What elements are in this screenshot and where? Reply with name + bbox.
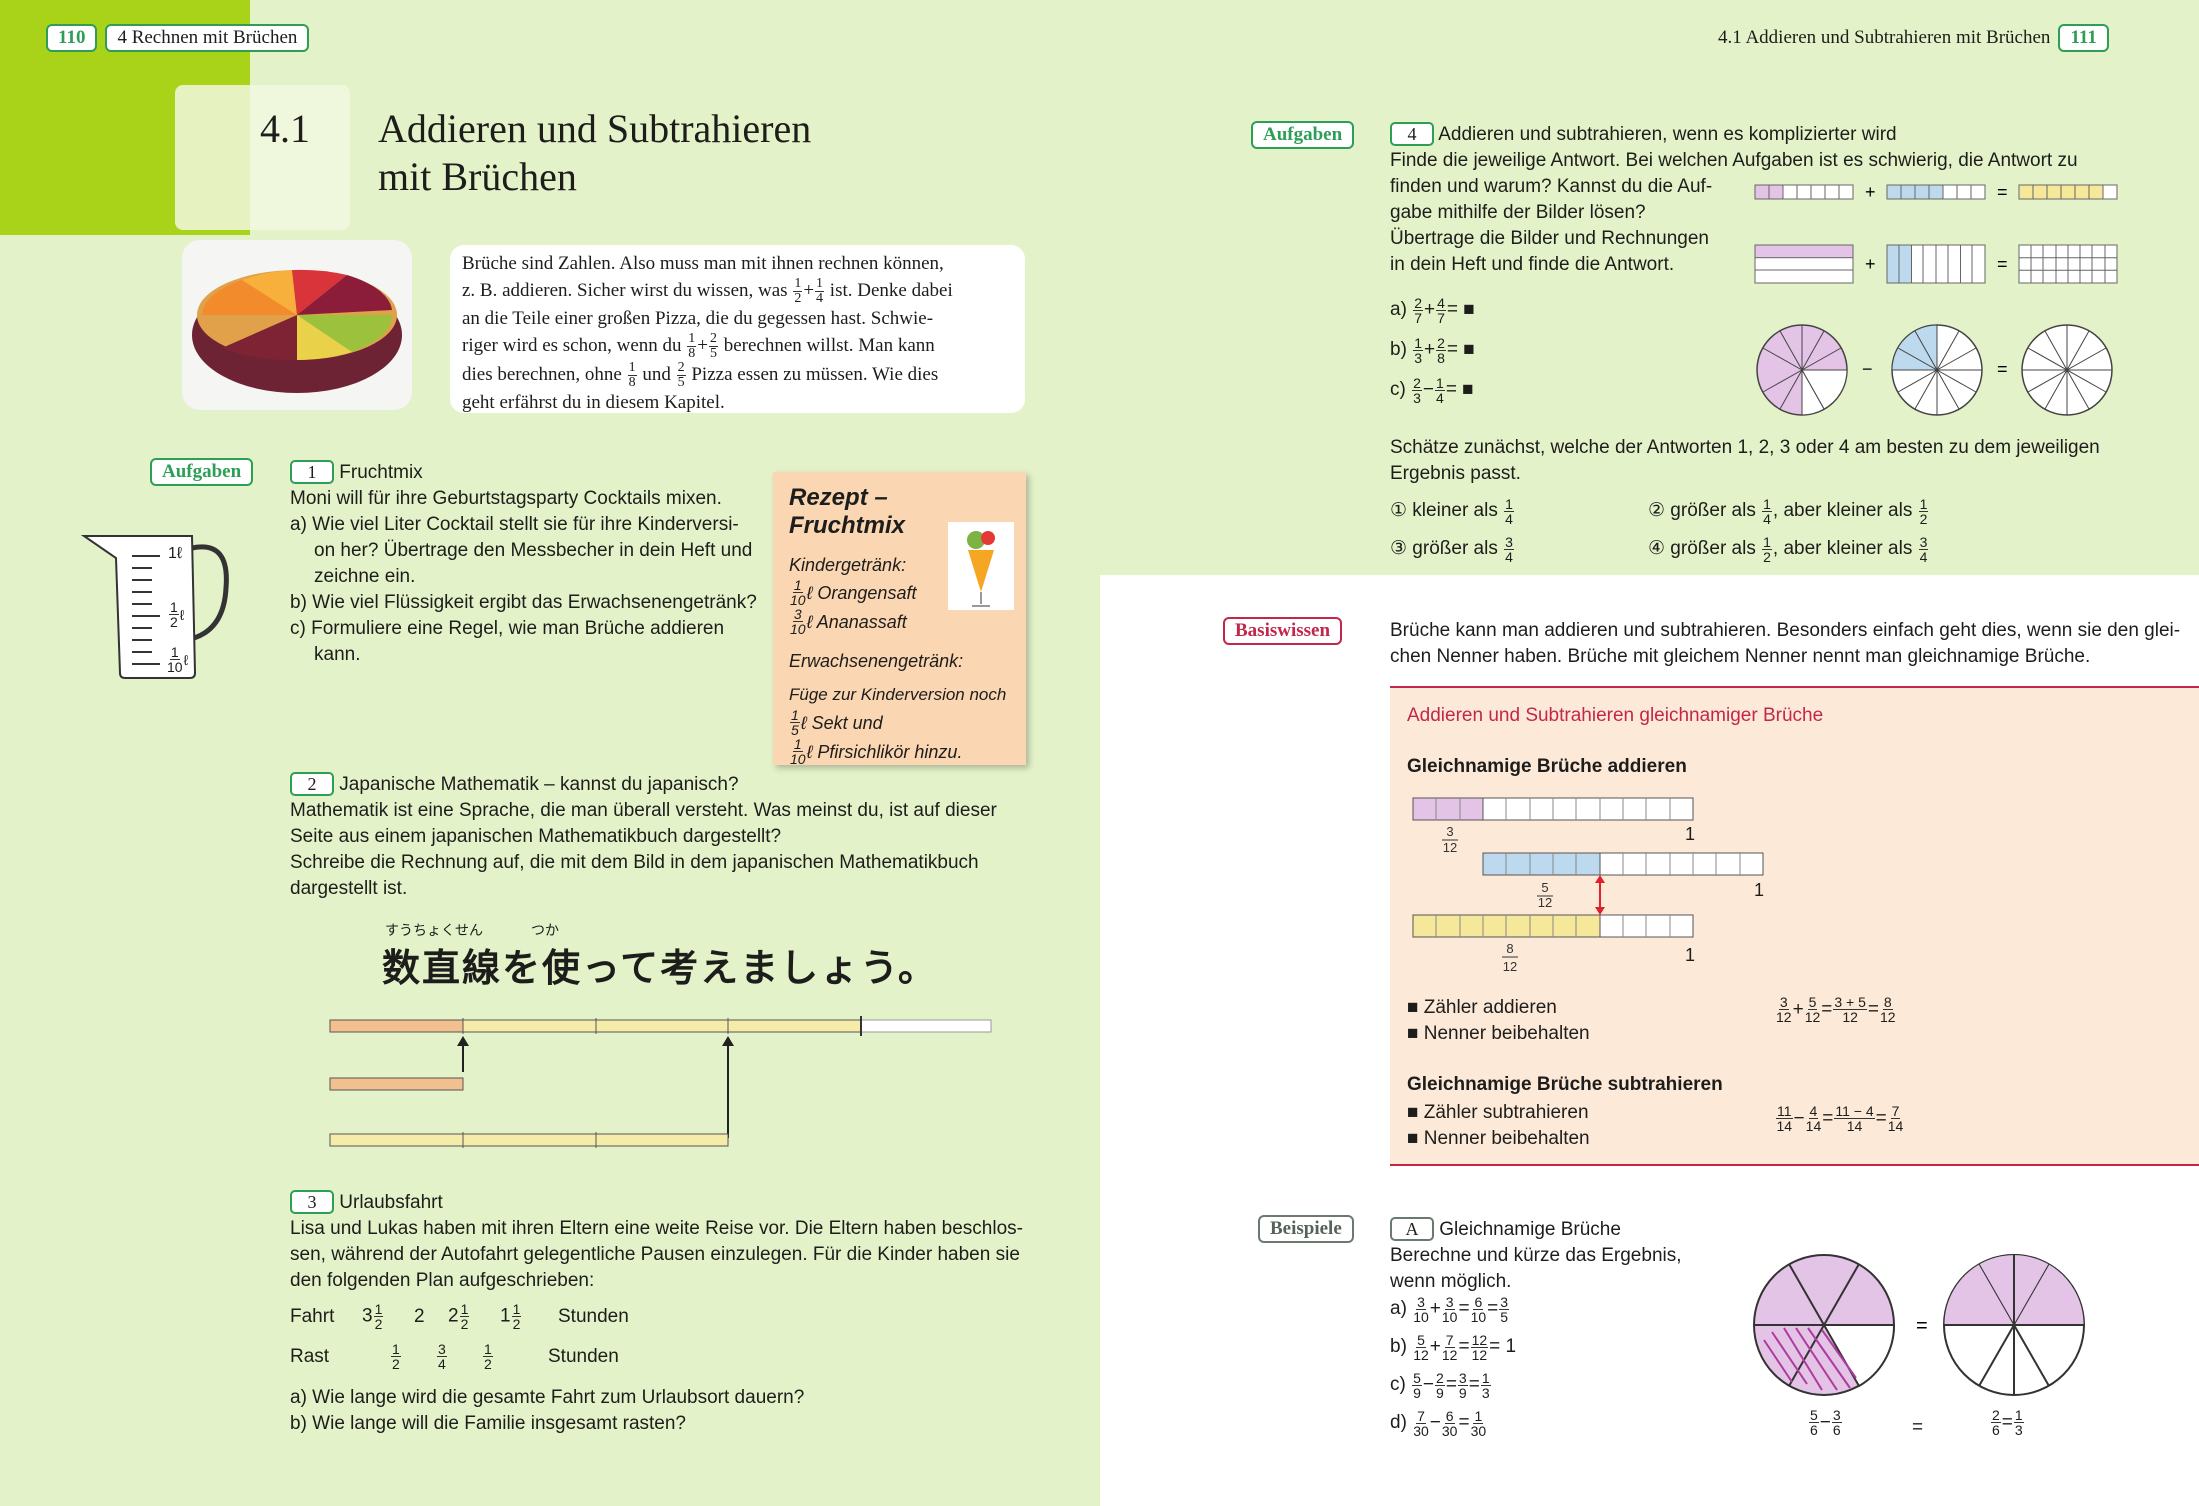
example-a-items: a) 3 10 +3 10 = 6 10 = 3 5 b) 5 12 +7 12 = 12 12 = 1 c) … xyxy=(1390,1293,1517,1439)
section-title: Addieren und Subtrahieren mit Brüchen xyxy=(378,106,812,199)
one-label: 1 xyxy=(1685,945,1696,965)
svg-text:=: = xyxy=(1916,1315,1928,1337)
task-3: 3 Urlaubsfahrt Lisa und Lukas haben mit … xyxy=(290,1190,1023,1291)
sub-title: Gleichnamige Brüche subtrahieren xyxy=(1407,1074,1723,1095)
task-number: 2 xyxy=(290,772,334,796)
svg-text:5: 5 xyxy=(1541,880,1548,895)
add-title: Gleichnamige Brüche addieren xyxy=(1407,756,1687,777)
recipe-title: Rezept – Fruchtmix xyxy=(789,484,906,539)
recipe-card: Rezept – Fruchtmix Kindergetränk: 1 10 ℓ O… xyxy=(773,472,1026,766)
estimate-text: Schätze zunächst, welche der Antworten 1… xyxy=(1390,437,2100,484)
page-number: 111 xyxy=(2058,24,2109,52)
task-4-figures: + = + = − = xyxy=(1752,180,2122,420)
cocktail-image xyxy=(948,522,1014,610)
task-number: 1 xyxy=(290,460,334,484)
svg-text:12: 12 xyxy=(1503,959,1517,974)
running-header: 4.1 Addieren und Subtrahieren mit Brüche… xyxy=(1718,27,2051,48)
section-number: 4.1 xyxy=(260,106,310,151)
right-page-green-band xyxy=(1100,0,2199,575)
svg-text:=: = xyxy=(1997,182,2008,202)
svg-text:=: = xyxy=(1997,254,2008,274)
task-number: 3 xyxy=(290,1190,334,1214)
aufgaben-tag: Aufgaben xyxy=(1251,121,1355,149)
beaker-label-tenth: 1 10 ℓ xyxy=(167,644,189,675)
title-panel xyxy=(175,85,350,230)
measuring-beaker xyxy=(80,528,240,683)
beaker-label-1l: 1ℓ xyxy=(168,545,183,562)
japanese-number-line xyxy=(325,1010,995,1165)
example-a: A Gleichnamige Brüche Berechne und kürze… xyxy=(1390,1217,1682,1292)
add-rules: ■ Zähler addieren ■ Nenner beibehalten xyxy=(1407,997,1590,1044)
sub-example-formula: 11 14−4 14 = 11 − 4 14 = 7 14 xyxy=(1776,1103,1904,1134)
pie-equals: = xyxy=(1912,1417,1924,1438)
svg-text:+: + xyxy=(1865,182,1876,202)
sub-rules: ■ Zähler subtrahieren ■ Nenner beibehalt… xyxy=(1407,1102,1590,1149)
box-heading: Addieren und Subtrahieren gleichnamiger … xyxy=(1407,705,1824,726)
pie-formula-right: 2 6 = 1 3 xyxy=(1991,1407,2024,1438)
example-number: A xyxy=(1390,1217,1434,1241)
pie-formula-left: 5 6−3 6 xyxy=(1809,1407,1842,1438)
svg-text:+: + xyxy=(1865,254,1876,274)
svg-text:8: 8 xyxy=(1506,941,1513,956)
task-4: 4 Addieren und subtrahieren, wenn es kom… xyxy=(1390,122,2078,275)
svg-text:12: 12 xyxy=(1443,840,1457,855)
intro-text: Brüche sind Zahlen. Also muss man mit ih… xyxy=(450,245,1025,413)
add-bars-figure: 3 12 5 12 8 12 xyxy=(1410,795,1770,975)
svg-text:3: 3 xyxy=(1446,824,1453,839)
beispiele-tag: Beispiele xyxy=(1258,1215,1354,1243)
one-label: 1 xyxy=(1685,824,1696,844)
page-header-right: 4.1 Addieren und Subtrahieren mit Brüche… xyxy=(1718,24,2109,52)
svg-text:=: = xyxy=(1997,359,2008,379)
example-pies: = xyxy=(1752,1250,2092,1450)
one-label: 1 xyxy=(1754,880,1765,900)
basiswissen-tag: Basiswissen xyxy=(1223,617,1343,645)
japanese-ruby: すうちょくせん つか xyxy=(385,923,559,939)
chapter-label: 4 Rechnen mit Brüchen xyxy=(105,24,310,52)
page-header-left: 110 4 Rechnen mit Brüchen xyxy=(46,24,310,52)
cake-image xyxy=(182,240,412,410)
task-number: 4 xyxy=(1390,122,1434,146)
page-number: 110 xyxy=(46,24,98,52)
task-2: 2 Japanische Mathematik – kannst du japa… xyxy=(290,772,997,899)
svg-text:−: − xyxy=(1862,359,1873,379)
basiswissen-text: Brüche kann man addieren und subtrahiere… xyxy=(1390,620,2181,667)
task-1: 1 Fruchtmix Moni will für ihre Geburtsta… xyxy=(290,460,757,665)
task-3-questions: a) Wie lange wird die gesamte Fahrt zum … xyxy=(290,1387,805,1434)
task-4-items: a) 2 7 +4 7 = ■ b) 1 3 +2 8 = ■ c) 2 3−1 4 = ■ xyxy=(1390,294,1475,406)
aufgaben-tag: Aufgaben xyxy=(150,458,254,486)
add-example-formula: 3 12 +5 12 = 3 + 5 12 = 8 12 xyxy=(1776,994,1896,1025)
japanese-text: 数直線を使って考えましょう。 xyxy=(382,946,938,990)
svg-text:12: 12 xyxy=(1538,895,1552,910)
